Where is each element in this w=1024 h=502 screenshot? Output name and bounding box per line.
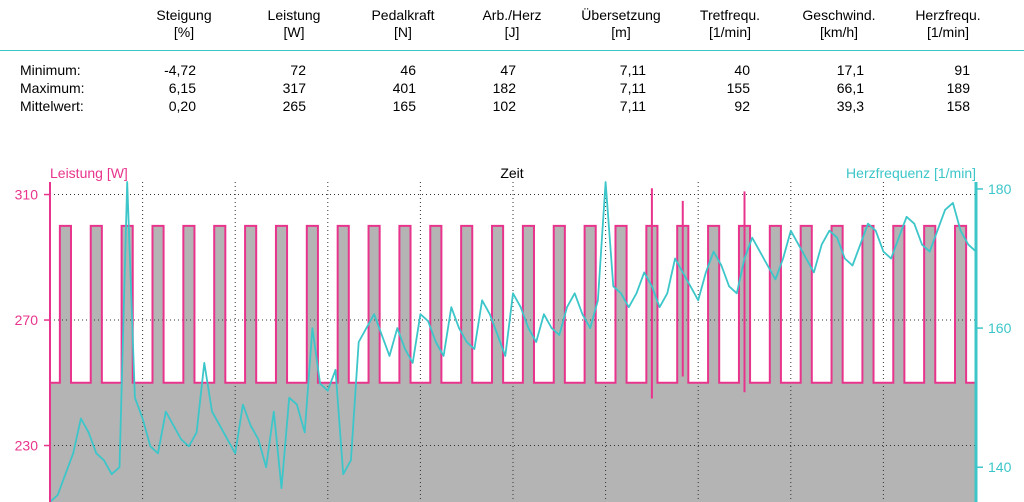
column-header: Arb./Herz [J]	[452, 7, 572, 41]
table-cell: 7,11	[619, 62, 646, 78]
column-unit: [1/min]	[708, 24, 751, 40]
table-cell: 92	[734, 98, 750, 114]
table-cell: 39,3	[836, 98, 864, 114]
right-axis-tick-label: 160	[988, 320, 1012, 336]
left-axis-tick-label: 230	[15, 438, 39, 454]
row-label: Mittelwert:	[20, 98, 84, 114]
table-cell: 40	[734, 62, 750, 78]
column-header: Herzfrequ. [1/min]	[888, 7, 1008, 41]
column-header: Übersetzung [m]	[561, 7, 681, 41]
table-cell: 6,15	[168, 80, 196, 96]
power-series-line	[50, 224, 976, 384]
column-name: Herzfrequ.	[915, 7, 981, 23]
left-axis-label: Leistung [W]	[50, 165, 128, 181]
table-cell: 401	[392, 80, 416, 96]
column-header: Pedalkraft [N]	[343, 7, 463, 41]
table-cell: 155	[726, 80, 750, 96]
column-name: Leistung	[267, 7, 321, 23]
power-area-fill	[50, 225, 976, 502]
table-cell: 17,1	[836, 62, 864, 78]
left-axis-tick-label: 270	[15, 312, 39, 328]
table-cell: 182	[492, 80, 516, 96]
right-axis-tick-label: 140	[988, 459, 1012, 475]
column-header: Geschwind. [km/h]	[779, 7, 899, 41]
column-unit: [km/h]	[819, 24, 859, 40]
table-cell: 91	[954, 62, 970, 78]
chart: Leistung [W] Zeit Herzfrequenz [1/min] 2…	[15, 165, 1012, 502]
column-unit: [1/min]	[926, 24, 969, 40]
table-cell: 72	[290, 62, 306, 78]
table-cell: 265	[282, 98, 306, 114]
column-name: Tretfrequ.	[699, 7, 761, 23]
table-cell: 46	[400, 62, 416, 78]
column-name: Arb./Herz	[482, 7, 542, 23]
column-unit: [m]	[611, 24, 631, 40]
table-cell: 7,11	[619, 80, 646, 96]
header-divider	[0, 50, 1024, 51]
column-header: Steigung [%]	[124, 7, 244, 41]
table-cell: -4,72	[164, 62, 196, 78]
table-cell: 102	[492, 98, 516, 114]
column-name: Übersetzung	[581, 7, 661, 23]
table-cell: 158	[946, 98, 970, 114]
chart-title: Zeit	[500, 165, 523, 181]
table-cell: 317	[282, 80, 306, 96]
plot-area: 230 270 310 140 160 180	[15, 181, 1012, 502]
heart-rate-series-line	[49, 181, 977, 502]
column-name: Steigung	[156, 7, 212, 23]
column-unit: [J]	[504, 24, 520, 40]
right-axis-tick-label: 180	[988, 181, 1012, 197]
table-cell: 66,1	[836, 80, 864, 96]
left-axis-tick-label: 310	[15, 187, 39, 203]
column-header: Tretfrequ. [1/min]	[670, 7, 790, 41]
table-cell: 7,11	[619, 98, 646, 114]
right-axis-label: Herzfrequenz [1/min]	[846, 165, 976, 181]
row-label: Maximum:	[20, 80, 85, 96]
column-name: Geschwind.	[802, 7, 876, 23]
statistics-panel: Steigung [%] Leistung [W] Pedalkraft [N] Arb./…	[0, 0, 1024, 130]
row-label: Minimum:	[20, 62, 81, 78]
column-header: Leistung [W]	[234, 7, 354, 41]
column-unit: [W]	[283, 24, 305, 40]
table-cell: 189	[946, 80, 970, 96]
column-unit: [N]	[394, 24, 412, 40]
column-name: Pedalkraft	[371, 7, 435, 23]
table-cell: 0,20	[168, 98, 196, 114]
column-unit: [%]	[173, 24, 195, 40]
table-cell: 165	[392, 98, 416, 114]
table-cell: 47	[500, 62, 516, 78]
